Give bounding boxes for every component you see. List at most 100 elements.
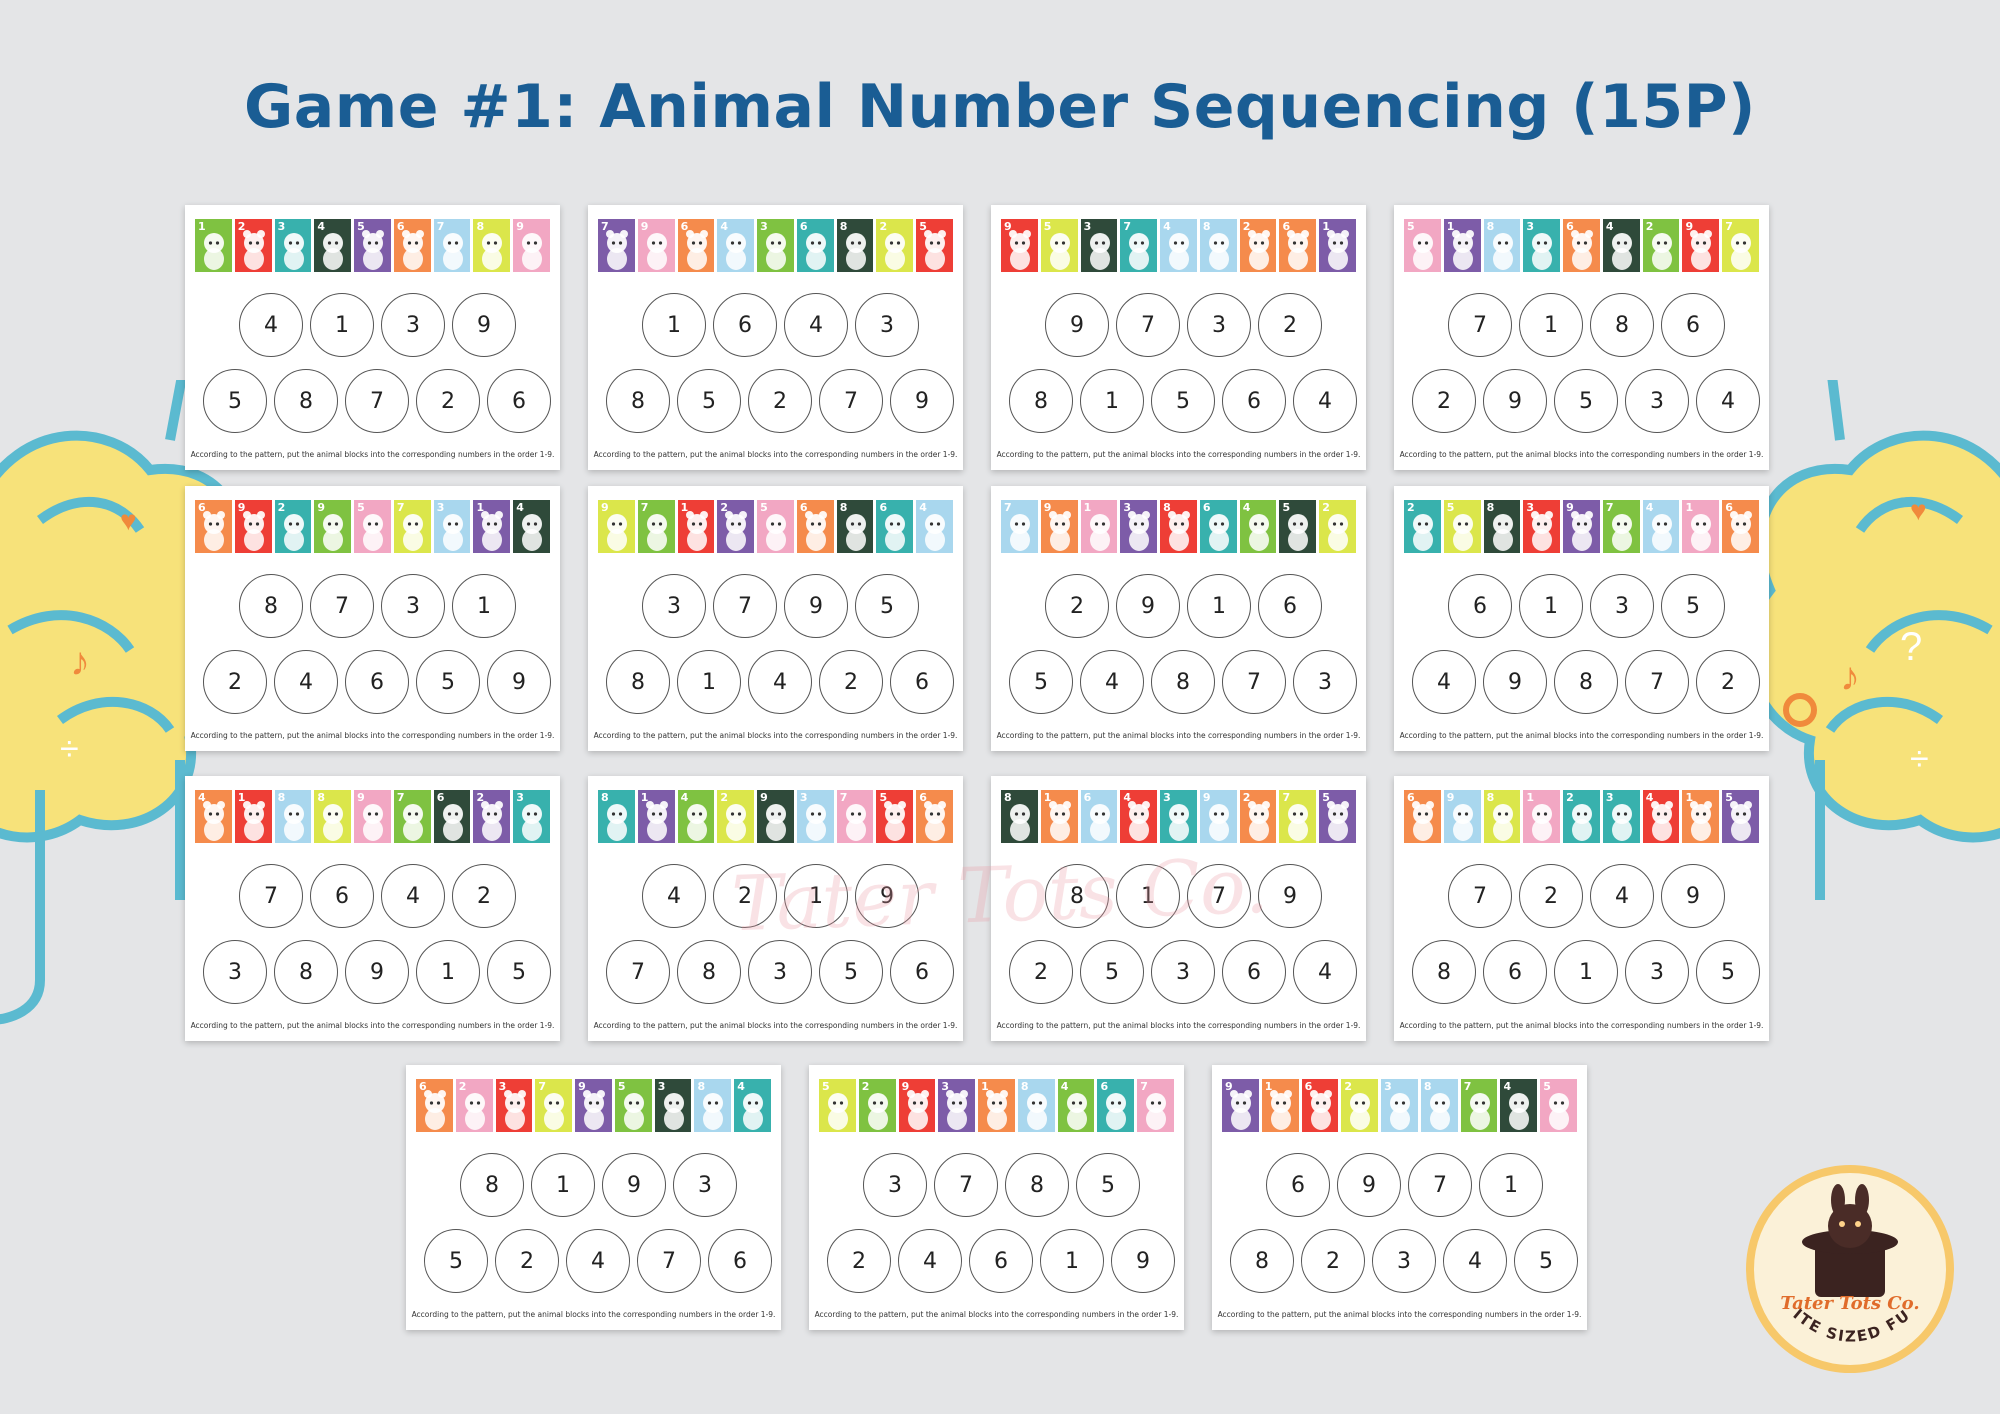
number-circle[interactable]: 2 <box>819 650 883 714</box>
sloth-tile[interactable]: 3 <box>796 790 834 843</box>
number-circle[interactable]: 5 <box>819 940 883 1004</box>
sloth-tile[interactable]: 3 <box>1381 1079 1418 1132</box>
frog-tile[interactable]: 2 <box>1642 219 1680 272</box>
croc-tile[interactable]: 4 <box>314 219 352 272</box>
number-circle[interactable]: 8 <box>1009 369 1073 433</box>
number-circle[interactable]: 8 <box>606 369 670 433</box>
number-circle[interactable]: 1 <box>416 940 480 1004</box>
number-circle[interactable]: 7 <box>1625 650 1689 714</box>
number-circle[interactable]: 7 <box>1222 650 1286 714</box>
number-circle[interactable]: 5 <box>1661 574 1725 638</box>
number-circle[interactable]: 2 <box>1009 940 1073 1004</box>
number-circle[interactable]: 5 <box>677 369 741 433</box>
number-circle[interactable]: 3 <box>1372 1229 1436 1293</box>
number-circle[interactable]: 5 <box>487 940 551 1004</box>
bear-tile[interactable]: 9 <box>1222 1079 1259 1132</box>
sloth-tile[interactable]: 8 <box>1420 1079 1458 1132</box>
girl-tile[interactable]: 5 <box>1540 1079 1578 1132</box>
number-circle[interactable]: 7 <box>819 369 883 433</box>
number-circle[interactable]: 3 <box>381 293 445 357</box>
number-circle[interactable]: 4 <box>566 1229 630 1293</box>
rabbit-tile[interactable]: 4 <box>195 790 232 843</box>
sloth-tile[interactable]: 3 <box>433 500 471 553</box>
rabbit-tile[interactable]: 6 <box>1722 500 1760 553</box>
number-circle[interactable]: 9 <box>452 293 516 357</box>
number-circle[interactable]: 4 <box>898 1229 962 1293</box>
number-circle[interactable]: 3 <box>1590 574 1654 638</box>
frog-tile[interactable]: 7 <box>637 500 675 553</box>
rabbit-tile[interactable]: 2 <box>1239 219 1277 272</box>
girl-tile[interactable]: 5 <box>1404 219 1441 272</box>
number-circle[interactable]: 6 <box>969 1229 1033 1293</box>
sloth-tile[interactable]: 8 <box>1199 219 1237 272</box>
skunk-tile[interactable]: 8 <box>473 219 511 272</box>
bear-tile[interactable]: 9 <box>1563 500 1600 553</box>
duck-tile[interactable]: 7 <box>1120 219 1158 272</box>
girl-tile[interactable]: 5 <box>757 500 794 553</box>
skunk-tile[interactable]: 8 <box>1483 790 1521 843</box>
girl-tile[interactable]: 5 <box>354 500 391 553</box>
number-circle[interactable]: 1 <box>677 650 741 714</box>
number-circle[interactable]: 2 <box>203 650 267 714</box>
bear-tile[interactable]: 1 <box>637 790 675 843</box>
rabbit-tile[interactable]: 6 <box>677 219 715 272</box>
number-circle[interactable]: 6 <box>1258 574 1322 638</box>
number-circle[interactable]: 3 <box>1151 940 1215 1004</box>
duck-tile[interactable]: 3 <box>1602 790 1640 843</box>
number-circle[interactable]: 5 <box>1696 940 1760 1004</box>
number-circle[interactable]: 5 <box>855 574 919 638</box>
frog-tile[interactable]: 9 <box>314 500 352 553</box>
number-circle[interactable]: 3 <box>642 574 706 638</box>
number-circle[interactable]: 1 <box>1554 940 1618 1004</box>
number-circle[interactable]: 3 <box>1293 650 1357 714</box>
frog-tile[interactable]: 1 <box>195 219 232 272</box>
fox-tile[interactable]: 9 <box>898 1079 936 1132</box>
fox-tile[interactable]: 9 <box>1682 219 1720 272</box>
frog-tile[interactable]: 4 <box>1057 1079 1095 1132</box>
number-circle[interactable]: 4 <box>784 293 848 357</box>
number-circle[interactable]: 7 <box>934 1153 998 1217</box>
bear-tile[interactable]: 7 <box>598 219 635 272</box>
number-circle[interactable]: 6 <box>1266 1153 1330 1217</box>
duck-tile[interactable]: 6 <box>1097 1079 1135 1132</box>
sloth-tile[interactable]: 7 <box>1001 500 1038 553</box>
number-circle[interactable]: 1 <box>1479 1153 1543 1217</box>
sloth-tile[interactable]: 8 <box>694 1079 732 1132</box>
number-circle[interactable]: 3 <box>1625 940 1689 1004</box>
rabbit-tile[interactable]: 1 <box>1261 1079 1299 1132</box>
girl-tile[interactable]: 9 <box>513 219 551 272</box>
number-circle[interactable]: 8 <box>606 650 670 714</box>
number-circle[interactable]: 4 <box>1080 650 1144 714</box>
sloth-tile[interactable]: 9 <box>1199 790 1237 843</box>
bear-tile[interactable]: 5 <box>1722 790 1760 843</box>
number-circle[interactable]: 9 <box>1111 1229 1175 1293</box>
number-circle[interactable]: 4 <box>1293 940 1357 1004</box>
duck-tile[interactable]: 6 <box>796 219 834 272</box>
number-circle[interactable]: 6 <box>345 650 409 714</box>
sloth-tile[interactable]: 8 <box>274 790 312 843</box>
number-circle[interactable]: 7 <box>1448 864 1512 928</box>
croc-tile[interactable]: 4 <box>513 500 551 553</box>
duck-tile[interactable]: 3 <box>1160 790 1197 843</box>
number-circle[interactable]: 6 <box>487 369 551 433</box>
number-circle[interactable]: 7 <box>1408 1153 1472 1217</box>
frog-tile[interactable]: 7 <box>1602 500 1640 553</box>
number-circle[interactable]: 4 <box>381 864 445 928</box>
number-circle[interactable]: 1 <box>1519 293 1583 357</box>
rabbit-tile[interactable]: 6 <box>1279 219 1317 272</box>
number-circle[interactable]: 2 <box>713 864 777 928</box>
number-circle[interactable]: 2 <box>1696 650 1760 714</box>
skunk-tile[interactable]: 7 <box>1279 790 1317 843</box>
number-circle[interactable]: 3 <box>748 940 812 1004</box>
number-circle[interactable]: 3 <box>863 1153 927 1217</box>
number-circle[interactable]: 2 <box>1301 1229 1365 1293</box>
sloth-tile[interactable]: 8 <box>1017 1079 1055 1132</box>
frog-tile[interactable]: 3 <box>757 219 794 272</box>
number-circle[interactable]: 8 <box>1151 650 1215 714</box>
number-circle[interactable]: 6 <box>1483 940 1547 1004</box>
rabbit-tile[interactable]: 1 <box>1040 790 1078 843</box>
number-circle[interactable]: 7 <box>1116 293 1180 357</box>
rabbit-tile[interactable]: 1 <box>1682 790 1720 843</box>
number-circle[interactable]: 4 <box>1696 369 1760 433</box>
rabbit-tile[interactable]: 6 <box>393 219 431 272</box>
